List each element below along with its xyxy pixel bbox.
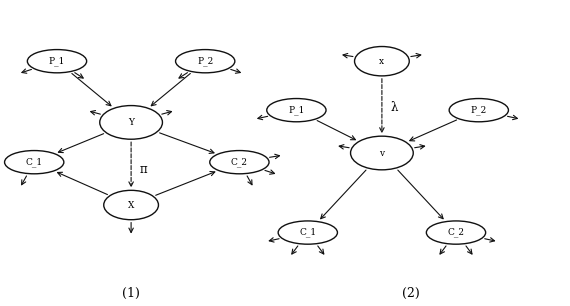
Text: C_1: C_1	[26, 157, 43, 167]
Text: P_2: P_2	[197, 56, 213, 66]
Ellipse shape	[210, 151, 269, 174]
Text: v: v	[380, 148, 384, 158]
Ellipse shape	[426, 221, 486, 244]
Text: Y: Y	[128, 118, 134, 127]
Text: C_2: C_2	[447, 228, 465, 237]
Ellipse shape	[267, 99, 326, 122]
Text: C_1: C_1	[299, 228, 316, 237]
Ellipse shape	[355, 47, 409, 76]
Text: (1): (1)	[122, 287, 140, 300]
Ellipse shape	[351, 136, 413, 170]
Text: (2): (2)	[401, 287, 420, 300]
Ellipse shape	[27, 50, 87, 73]
Text: C_2: C_2	[231, 157, 248, 167]
Ellipse shape	[5, 151, 64, 174]
Ellipse shape	[278, 221, 337, 244]
Text: P_1: P_1	[49, 56, 65, 66]
Ellipse shape	[104, 190, 158, 220]
Text: x: x	[380, 57, 384, 66]
Text: P_1: P_1	[288, 105, 304, 115]
Text: π: π	[140, 163, 147, 176]
Text: P_2: P_2	[471, 105, 487, 115]
Text: λ: λ	[391, 101, 398, 114]
Ellipse shape	[100, 106, 162, 139]
Ellipse shape	[449, 99, 508, 122]
Ellipse shape	[176, 50, 235, 73]
Text: X: X	[128, 200, 135, 210]
